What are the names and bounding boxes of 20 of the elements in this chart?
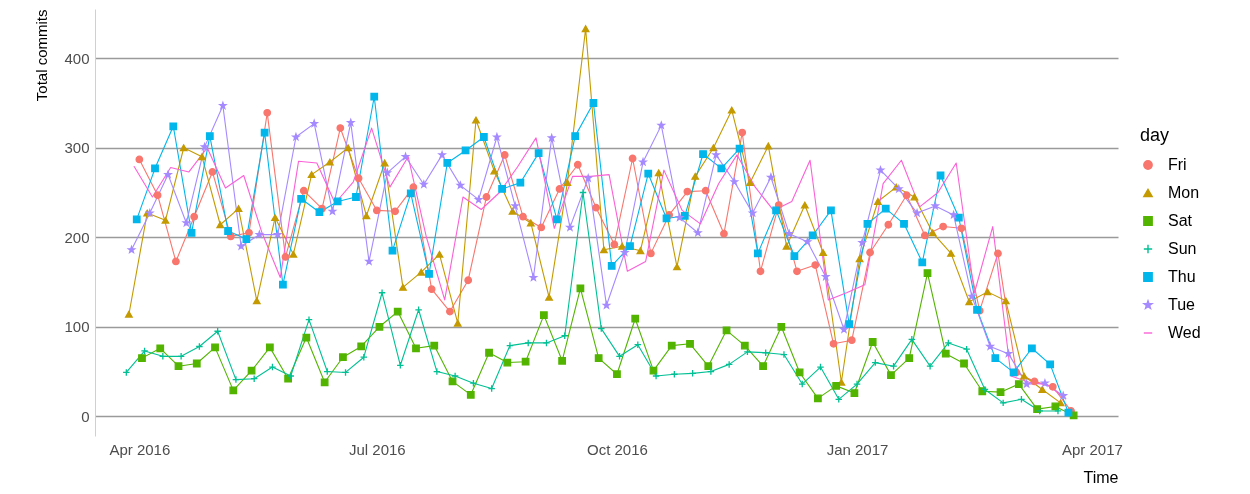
x-axis-title: Time — [1083, 468, 1119, 486]
legend-label: Fri — [1168, 156, 1187, 173]
y-axis-title: Total commits — [33, 9, 51, 102]
legend-label: Tue — [1168, 296, 1196, 313]
legend-label: Mon — [1168, 184, 1200, 201]
x-tick-label: Oct 2016 — [587, 440, 648, 458]
x-tick-label: Jul 2016 — [348, 440, 406, 458]
legend-label: Thu — [1168, 268, 1196, 285]
x-tick-label: Jan 2017 — [826, 440, 889, 458]
x-tick-label: Apr 2016 — [109, 440, 171, 458]
y-tick-label: 400 — [64, 49, 90, 67]
y-tick-label: 200 — [64, 228, 90, 246]
legend-label: Sat — [1168, 212, 1193, 229]
legend-label: Sun — [1168, 240, 1197, 257]
y-tick-label: 100 — [64, 318, 90, 336]
y-tick-label: 0 — [81, 407, 90, 425]
legend-title: day — [1140, 125, 1170, 145]
y-tick-label: 300 — [64, 139, 90, 157]
legend-label: Wed — [1168, 324, 1201, 341]
x-tick-label: Apr 2017 — [1061, 440, 1123, 458]
